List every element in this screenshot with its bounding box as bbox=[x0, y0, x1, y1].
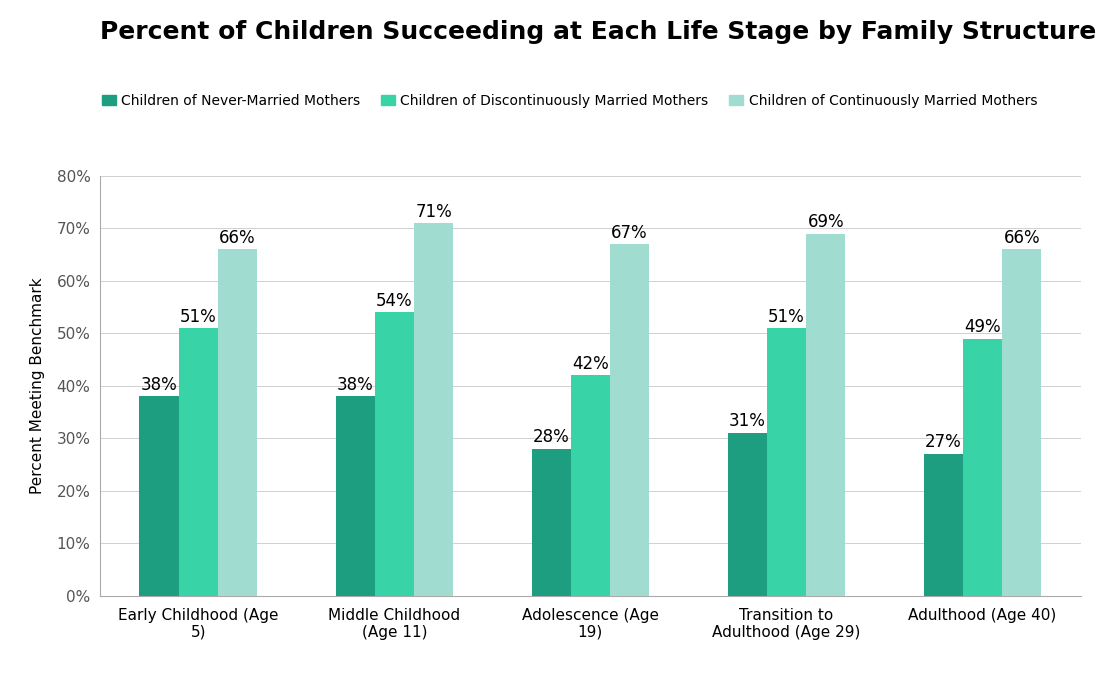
Text: 28%: 28% bbox=[532, 429, 569, 446]
Bar bbox=[610, 244, 649, 596]
Bar bbox=[139, 396, 178, 596]
Bar bbox=[531, 449, 570, 596]
Bar bbox=[807, 234, 846, 596]
Text: 51%: 51% bbox=[769, 307, 804, 326]
Text: Percent of Children Succeeding at Each Life Stage by Family Structure: Percent of Children Succeeding at Each L… bbox=[100, 20, 1096, 44]
Text: 49%: 49% bbox=[965, 318, 1000, 336]
Bar bbox=[727, 433, 766, 596]
Bar bbox=[1003, 249, 1042, 596]
Y-axis label: Percent Meeting Benchmark: Percent Meeting Benchmark bbox=[30, 278, 46, 494]
Text: 38%: 38% bbox=[140, 376, 177, 394]
Bar bbox=[414, 223, 453, 596]
Bar bbox=[178, 328, 218, 596]
Bar bbox=[218, 249, 257, 596]
Text: 66%: 66% bbox=[219, 229, 256, 247]
Text: 67%: 67% bbox=[612, 223, 648, 242]
Text: 54%: 54% bbox=[377, 292, 412, 310]
Bar bbox=[374, 312, 414, 596]
Bar bbox=[962, 338, 1003, 596]
Text: 71%: 71% bbox=[416, 202, 452, 221]
Text: 27%: 27% bbox=[925, 433, 961, 452]
Text: 42%: 42% bbox=[573, 355, 608, 373]
Bar bbox=[924, 454, 962, 596]
Text: 69%: 69% bbox=[808, 213, 844, 231]
Text: 31%: 31% bbox=[729, 412, 765, 431]
Bar bbox=[335, 396, 374, 596]
Text: 38%: 38% bbox=[336, 376, 373, 394]
Bar bbox=[570, 375, 610, 596]
Legend: Children of Never-Married Mothers, Children of Discontinuously Married Mothers, : Children of Never-Married Mothers, Child… bbox=[96, 88, 1043, 113]
Text: 51%: 51% bbox=[180, 307, 216, 326]
Text: 66%: 66% bbox=[1004, 229, 1040, 247]
Bar bbox=[766, 328, 807, 596]
